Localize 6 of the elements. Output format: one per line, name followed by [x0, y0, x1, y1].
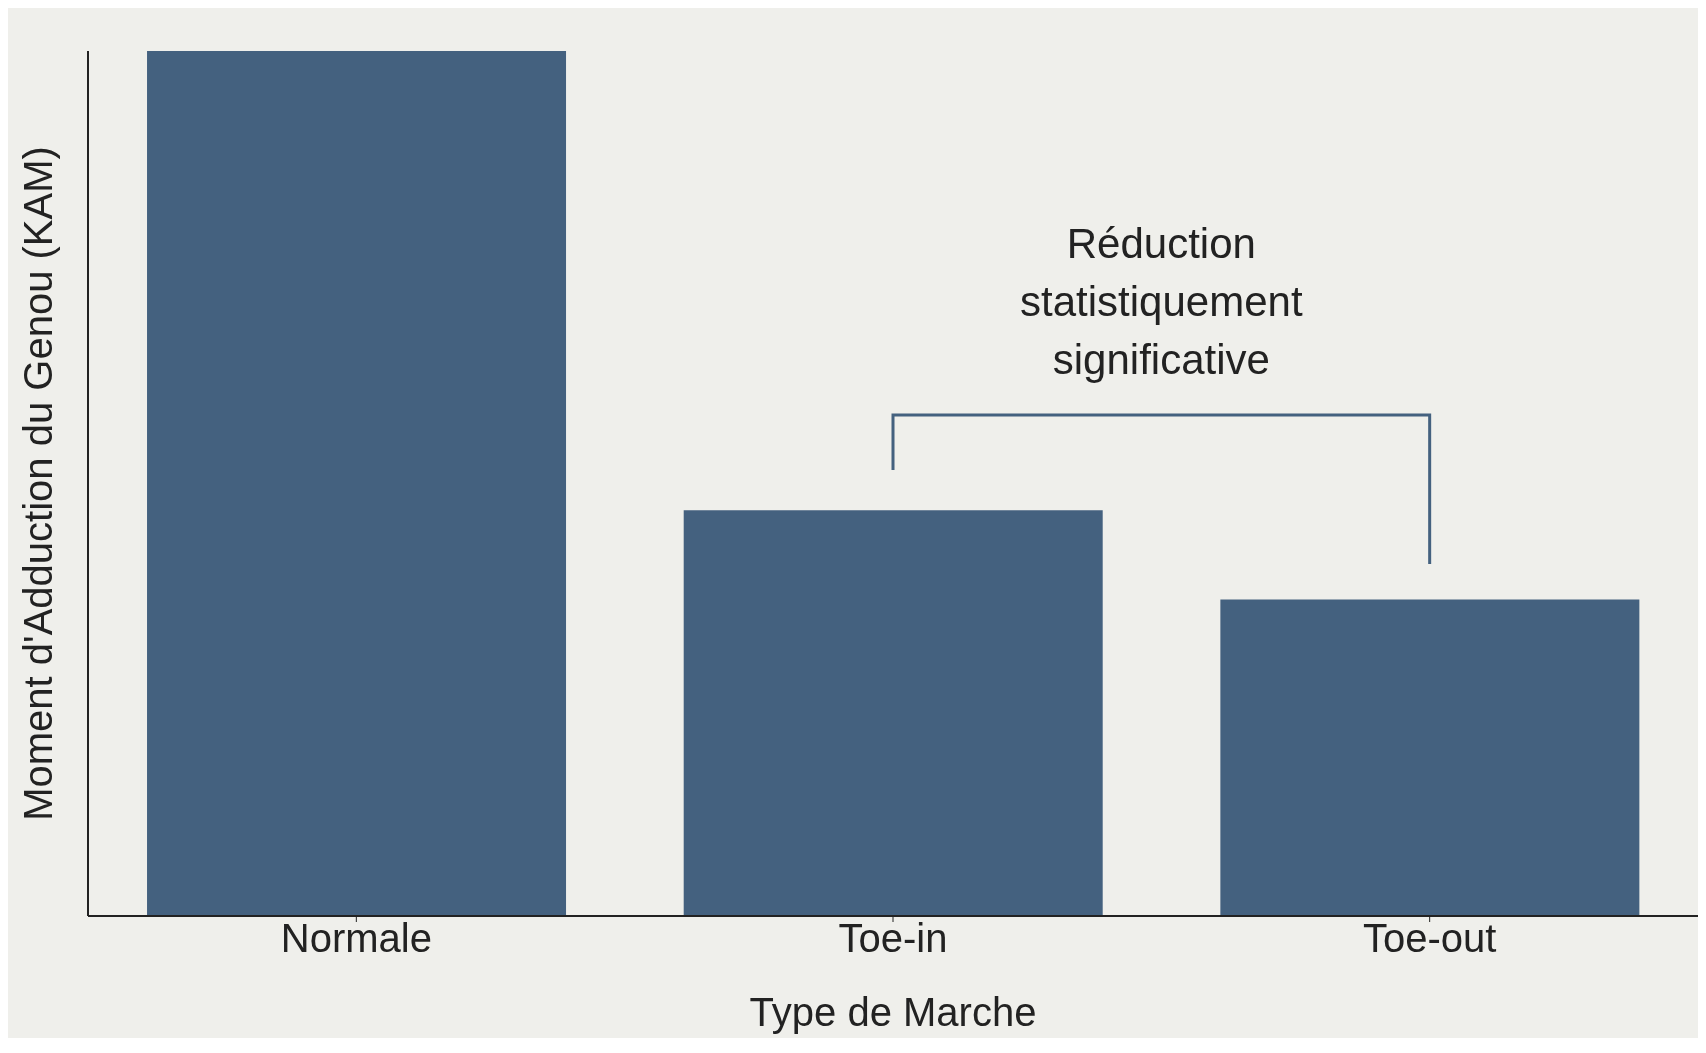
x-axis-title: Type de Marche [749, 990, 1037, 1034]
x-tick-label: Normale [280, 916, 432, 961]
annotation: Réduction statistiquement significative [1019, 219, 1304, 386]
x-tick-label: Toe-out [1362, 916, 1497, 961]
y-axis-title: Moment d'Adduction du Genou (KAM) [16, 146, 61, 821]
x-tick-label: Toe-in [838, 916, 948, 961]
